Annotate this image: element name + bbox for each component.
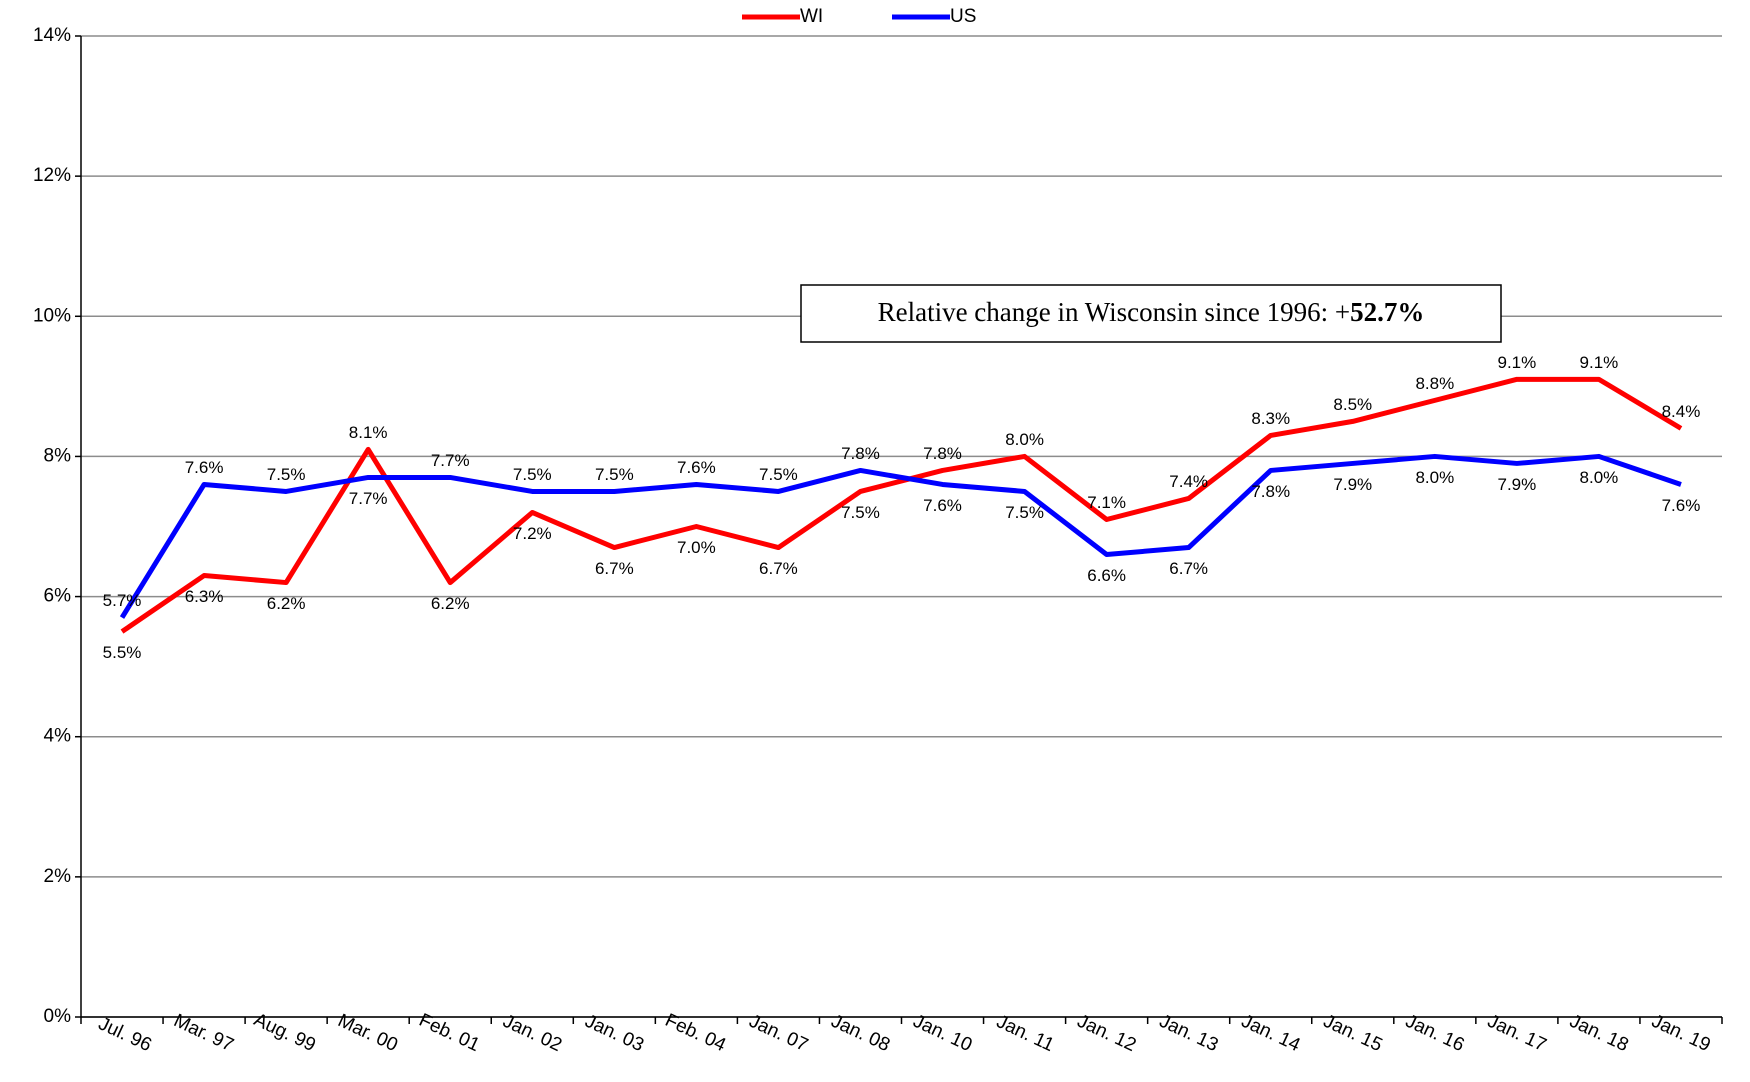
value-label: 8.0% bbox=[1580, 468, 1619, 487]
value-label: 9.1% bbox=[1498, 353, 1537, 372]
value-label: 6.2% bbox=[431, 594, 470, 613]
value-label: 7.6% bbox=[1662, 496, 1701, 515]
value-label: 7.5% bbox=[1005, 503, 1044, 522]
value-label: 8.1% bbox=[349, 423, 388, 442]
value-label: 8.5% bbox=[1333, 395, 1372, 414]
value-label: 7.6% bbox=[923, 496, 962, 515]
value-label: 7.8% bbox=[1251, 482, 1290, 501]
x-tick-label: Jul. 96 bbox=[95, 1013, 155, 1056]
plot: 0%2%4%6%8%10%12%14%Jul. 96 Mar. 97 Aug. 99… bbox=[33, 6, 1723, 1056]
value-label: 7.6% bbox=[677, 458, 716, 477]
annotation: Relative change in Wisconsin since 1996:… bbox=[878, 297, 1425, 327]
value-label: 6.6% bbox=[1087, 566, 1126, 585]
legend: WI US bbox=[742, 6, 976, 27]
value-label: 7.5% bbox=[759, 465, 798, 484]
value-label: 8.0% bbox=[1415, 468, 1454, 487]
value-label: 8.4% bbox=[1662, 402, 1701, 421]
value-label: 6.7% bbox=[595, 559, 634, 578]
series-line bbox=[119, 453, 1682, 619]
legend-label: WI bbox=[800, 6, 823, 27]
annotation-box bbox=[800, 284, 1502, 343]
y-tick-label: 8% bbox=[44, 445, 72, 466]
annotation-bold: 52.7% bbox=[1350, 297, 1424, 327]
value-label: 7.5% bbox=[841, 503, 880, 522]
x-tick-label: Jan. 11 bbox=[993, 1011, 1057, 1056]
value-label: 7.2% bbox=[513, 524, 552, 543]
value-label: 7.7% bbox=[431, 451, 470, 470]
value-label: 7.9% bbox=[1498, 475, 1537, 494]
y-tick-label: 2% bbox=[44, 866, 72, 887]
value-label: 8.8% bbox=[1415, 374, 1454, 393]
value-label: 7.6% bbox=[185, 458, 224, 477]
y-tick-label: 14% bbox=[33, 25, 71, 46]
y-tick-label: 0% bbox=[44, 1006, 72, 1027]
annotation-text: Relative change in Wisconsin since 1996:… bbox=[878, 297, 1351, 327]
series-line bbox=[120, 376, 1683, 634]
value-label: 7.8% bbox=[923, 444, 962, 463]
y-tick-label: 12% bbox=[33, 165, 71, 186]
value-label: 5.7% bbox=[103, 591, 142, 610]
value-label: 7.5% bbox=[513, 465, 552, 484]
value-label: 7.5% bbox=[267, 465, 306, 484]
y-tick-label: 4% bbox=[44, 726, 72, 747]
value-label: 7.0% bbox=[677, 538, 716, 557]
value-label: 7.8% bbox=[841, 444, 880, 463]
value-label: 7.5% bbox=[595, 465, 634, 484]
value-label: 6.2% bbox=[267, 594, 306, 613]
value-label: 5.5% bbox=[103, 643, 142, 662]
value-label: 7.7% bbox=[349, 489, 388, 508]
value-label: 9.1% bbox=[1580, 353, 1619, 372]
value-label: 7.9% bbox=[1333, 475, 1372, 494]
y-tick-label: 6% bbox=[44, 586, 72, 607]
value-label: 7.1% bbox=[1087, 493, 1126, 512]
value-label: 7.4% bbox=[1169, 472, 1208, 491]
legend-label: US bbox=[950, 6, 976, 27]
y-tick-label: 10% bbox=[33, 305, 71, 326]
value-label: 6.3% bbox=[185, 587, 224, 606]
value-label: 8.3% bbox=[1251, 409, 1290, 428]
value-label: 6.7% bbox=[759, 559, 798, 578]
value-label: 8.0% bbox=[1005, 430, 1044, 449]
value-label: 6.7% bbox=[1169, 559, 1208, 578]
